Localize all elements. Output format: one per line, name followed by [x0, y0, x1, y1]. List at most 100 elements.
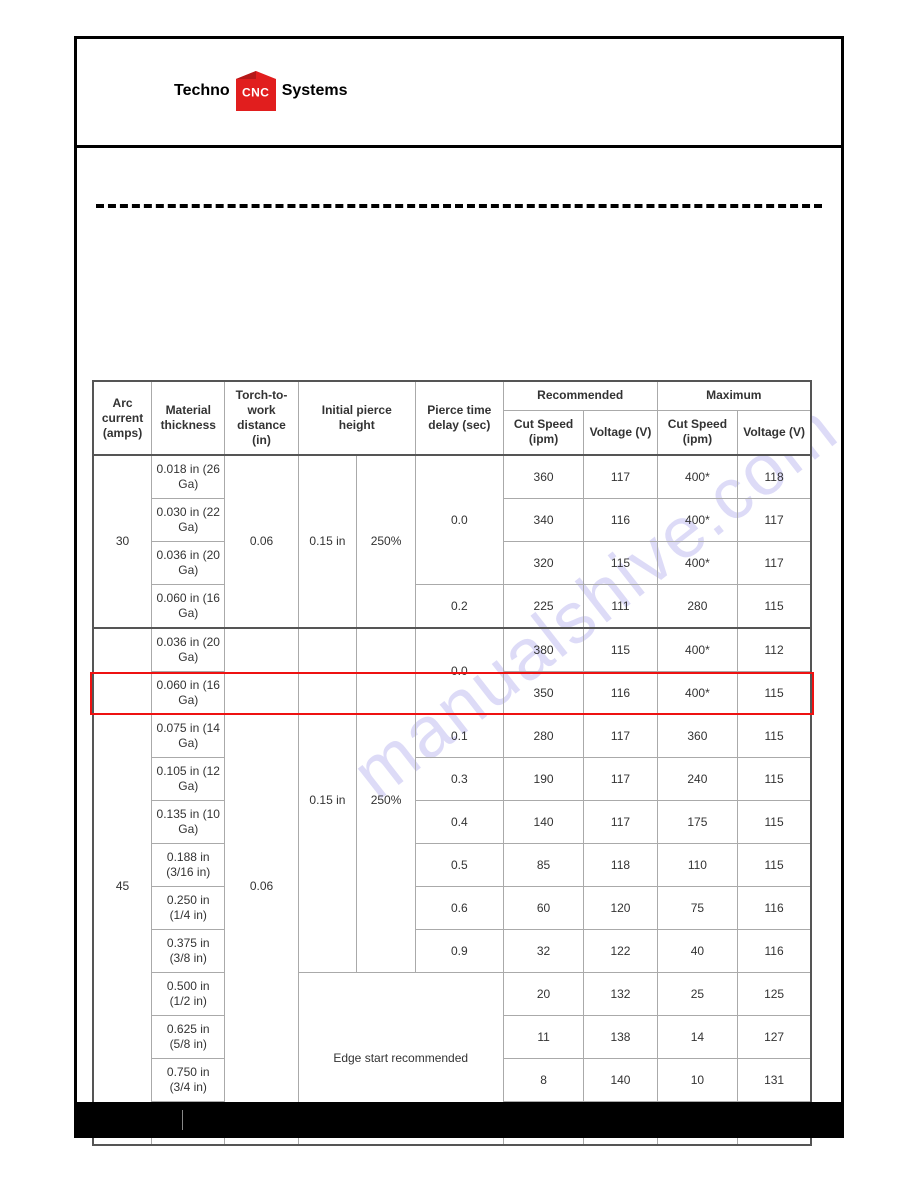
table-cell: 118 [584, 844, 657, 887]
table-cell: 0.060 in (16 Ga) [152, 585, 225, 629]
table-cell: 138 [584, 1016, 657, 1059]
table-cell: 340 [503, 499, 584, 542]
table-cell: 116 [738, 887, 811, 930]
table-cell: 0.060 in (16 Ga) [152, 672, 225, 715]
table-cell: 75 [657, 887, 738, 930]
table-cell: 0.500 in (1/2 in) [152, 973, 225, 1016]
table-cell: 85 [503, 844, 584, 887]
table-cell: 110 [657, 844, 738, 887]
table-cell: 132 [584, 973, 657, 1016]
dashed-divider [96, 204, 822, 208]
table-cell: 14 [657, 1016, 738, 1059]
table-cell: 0.375 in (3/8 in) [152, 930, 225, 973]
table-cell: 115 [738, 672, 811, 715]
table-cell: 0.2 [415, 585, 503, 629]
table-cell: 0.625 in (5/8 in) [152, 1016, 225, 1059]
table-cell: 0.750 in (3/4 in) [152, 1059, 225, 1102]
cell-iph-a-45: 0.15 in [298, 628, 357, 973]
cell-torch-45: 0.06 [225, 628, 298, 1145]
table-cell: 225 [503, 585, 584, 629]
header-cutspeed-rec: Cut Speed (ipm) [503, 410, 584, 455]
table-cell: 280 [503, 715, 584, 758]
table-cell: 122 [584, 930, 657, 973]
table-cell: 20 [503, 973, 584, 1016]
table-cell: 320 [503, 542, 584, 585]
logo-right-text: Systems [282, 82, 348, 100]
table-cell: 360 [503, 455, 584, 499]
table-cell: 350 [503, 672, 584, 715]
footer-divider [182, 1110, 183, 1130]
table-cell: 115 [738, 585, 811, 629]
cell-iph-b-30: 250% [357, 455, 416, 628]
logo: Techno CNC Systems [174, 71, 348, 111]
table-cell: 400* [657, 542, 738, 585]
table-cell: 400* [657, 672, 738, 715]
table-cell: 115 [584, 628, 657, 672]
header-maximum: Maximum [657, 381, 811, 410]
table-cell: 0.188 in (3/16 in) [152, 844, 225, 887]
table-cell: 0.250 in (1/4 in) [152, 887, 225, 930]
cell-iph-b-45: 250% [357, 628, 416, 973]
table-cell: 117 [738, 499, 811, 542]
table-cell: 0.036 in (20 Ga) [152, 542, 225, 585]
table-cell: 190 [503, 758, 584, 801]
cell-arc-30: 30 [93, 455, 152, 628]
table-cell: 0.0 [415, 455, 503, 585]
header-voltage-max: Voltage (V) [738, 410, 811, 455]
table-cell: 0.6 [415, 887, 503, 930]
table-cell: 140 [584, 1059, 657, 1102]
table-cell: 0.9 [415, 930, 503, 973]
cnc-badge-icon: CNC [232, 71, 280, 111]
table-cell: 115 [738, 758, 811, 801]
table-cell: 240 [657, 758, 738, 801]
header-voltage-rec: Voltage (V) [584, 410, 657, 455]
table-cell: 0.105 in (12 Ga) [152, 758, 225, 801]
cell-torch-30: 0.06 [225, 455, 298, 628]
table-cell: 0.4 [415, 801, 503, 844]
logo-left-text: Techno [174, 82, 230, 100]
table-cell: 8 [503, 1059, 584, 1102]
table-cell: 0.075 in (14 Ga) [152, 715, 225, 758]
table-cell: 40 [657, 930, 738, 973]
header-pierce-time: Pierce time delay (sec) [415, 381, 503, 455]
table-cell: 32 [503, 930, 584, 973]
footer-bar [74, 1102, 844, 1138]
table-cell: 0.5 [415, 844, 503, 887]
table-cell: 60 [503, 887, 584, 930]
table-cell: 111 [584, 585, 657, 629]
table-cell: 125 [738, 973, 811, 1016]
table-cell: 380 [503, 628, 584, 672]
document-header: Techno CNC Systems [74, 36, 844, 148]
table-cell: 115 [738, 801, 811, 844]
table-cell: 115 [738, 715, 811, 758]
cell-iph-a-30: 0.15 in [298, 455, 357, 628]
badge-text: CNC [242, 85, 270, 99]
table-cell: 115 [738, 844, 811, 887]
table-cell: 117 [584, 455, 657, 499]
header-pierce-height: Initial pierce height [298, 381, 415, 455]
table-cell: 0.030 in (22 Ga) [152, 499, 225, 542]
table-cell: 400* [657, 499, 738, 542]
table-cell: 400* [657, 628, 738, 672]
table-cell: 112 [738, 628, 811, 672]
table-cell: 116 [738, 930, 811, 973]
table-cell: 0.0 [415, 628, 503, 715]
cell-arc-45: 45 [93, 628, 152, 1145]
table-cell: 0.018 in (26 Ga) [152, 455, 225, 499]
table-cell: 280 [657, 585, 738, 629]
table-cell: 11 [503, 1016, 584, 1059]
cut-chart-table: Arc current (amps) Material thickness To… [92, 380, 812, 1146]
table-cell: 25 [657, 973, 738, 1016]
table-cell: 118 [738, 455, 811, 499]
table-cell: 117 [584, 758, 657, 801]
table-cell: 117 [738, 542, 811, 585]
table-cell: 10 [657, 1059, 738, 1102]
table-cell: 140 [503, 801, 584, 844]
header-arc: Arc current (amps) [93, 381, 152, 455]
table-cell: 360 [657, 715, 738, 758]
table-cell: 131 [738, 1059, 811, 1102]
table-cell: 0.036 in (20 Ga) [152, 628, 225, 672]
table-cell: 116 [584, 672, 657, 715]
header-recommended: Recommended [503, 381, 657, 410]
table-cell: 0.3 [415, 758, 503, 801]
